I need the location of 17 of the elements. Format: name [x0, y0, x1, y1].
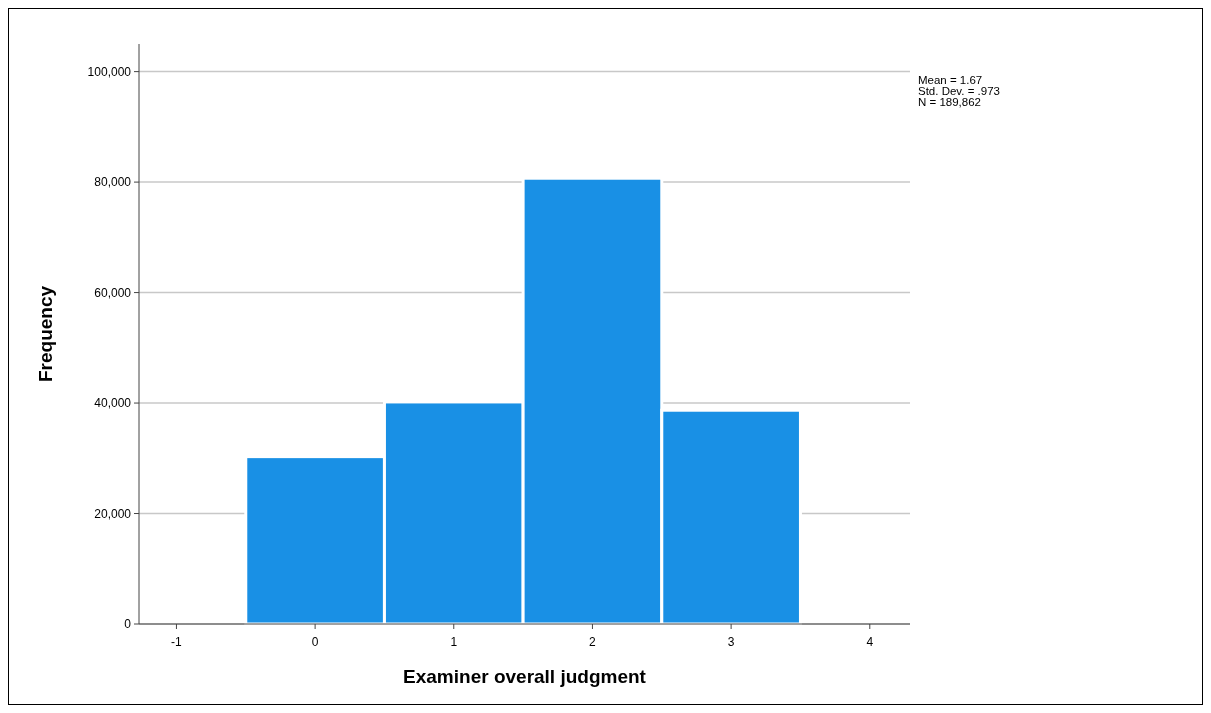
y-tick-label: 80,000 [94, 175, 132, 190]
text: N = 189,862 [918, 96, 981, 108]
y-axis-title: Frequency [35, 285, 56, 383]
x-tick-label: 3 [727, 635, 735, 649]
y-tick-label: 20,000 [94, 506, 132, 521]
y-tick-label: 60,000 [94, 285, 132, 300]
text: Std. Dev. = .973 [918, 85, 1000, 97]
x-tick-label: 0 [311, 635, 319, 649]
x-tick-label: -1 [171, 635, 183, 649]
x-tick-label: 4 [866, 635, 874, 649]
x-axis-title: Examiner overall judgment [403, 666, 647, 687]
y-tick-label: 40,000 [94, 396, 132, 411]
y-tick-label: 0 [124, 617, 132, 632]
x-tick-label: 2 [589, 635, 597, 649]
text: Mean = 1.67 [918, 74, 983, 86]
y-tick-label: 100,000 [87, 64, 132, 79]
x-tick-label: 1 [450, 635, 458, 649]
